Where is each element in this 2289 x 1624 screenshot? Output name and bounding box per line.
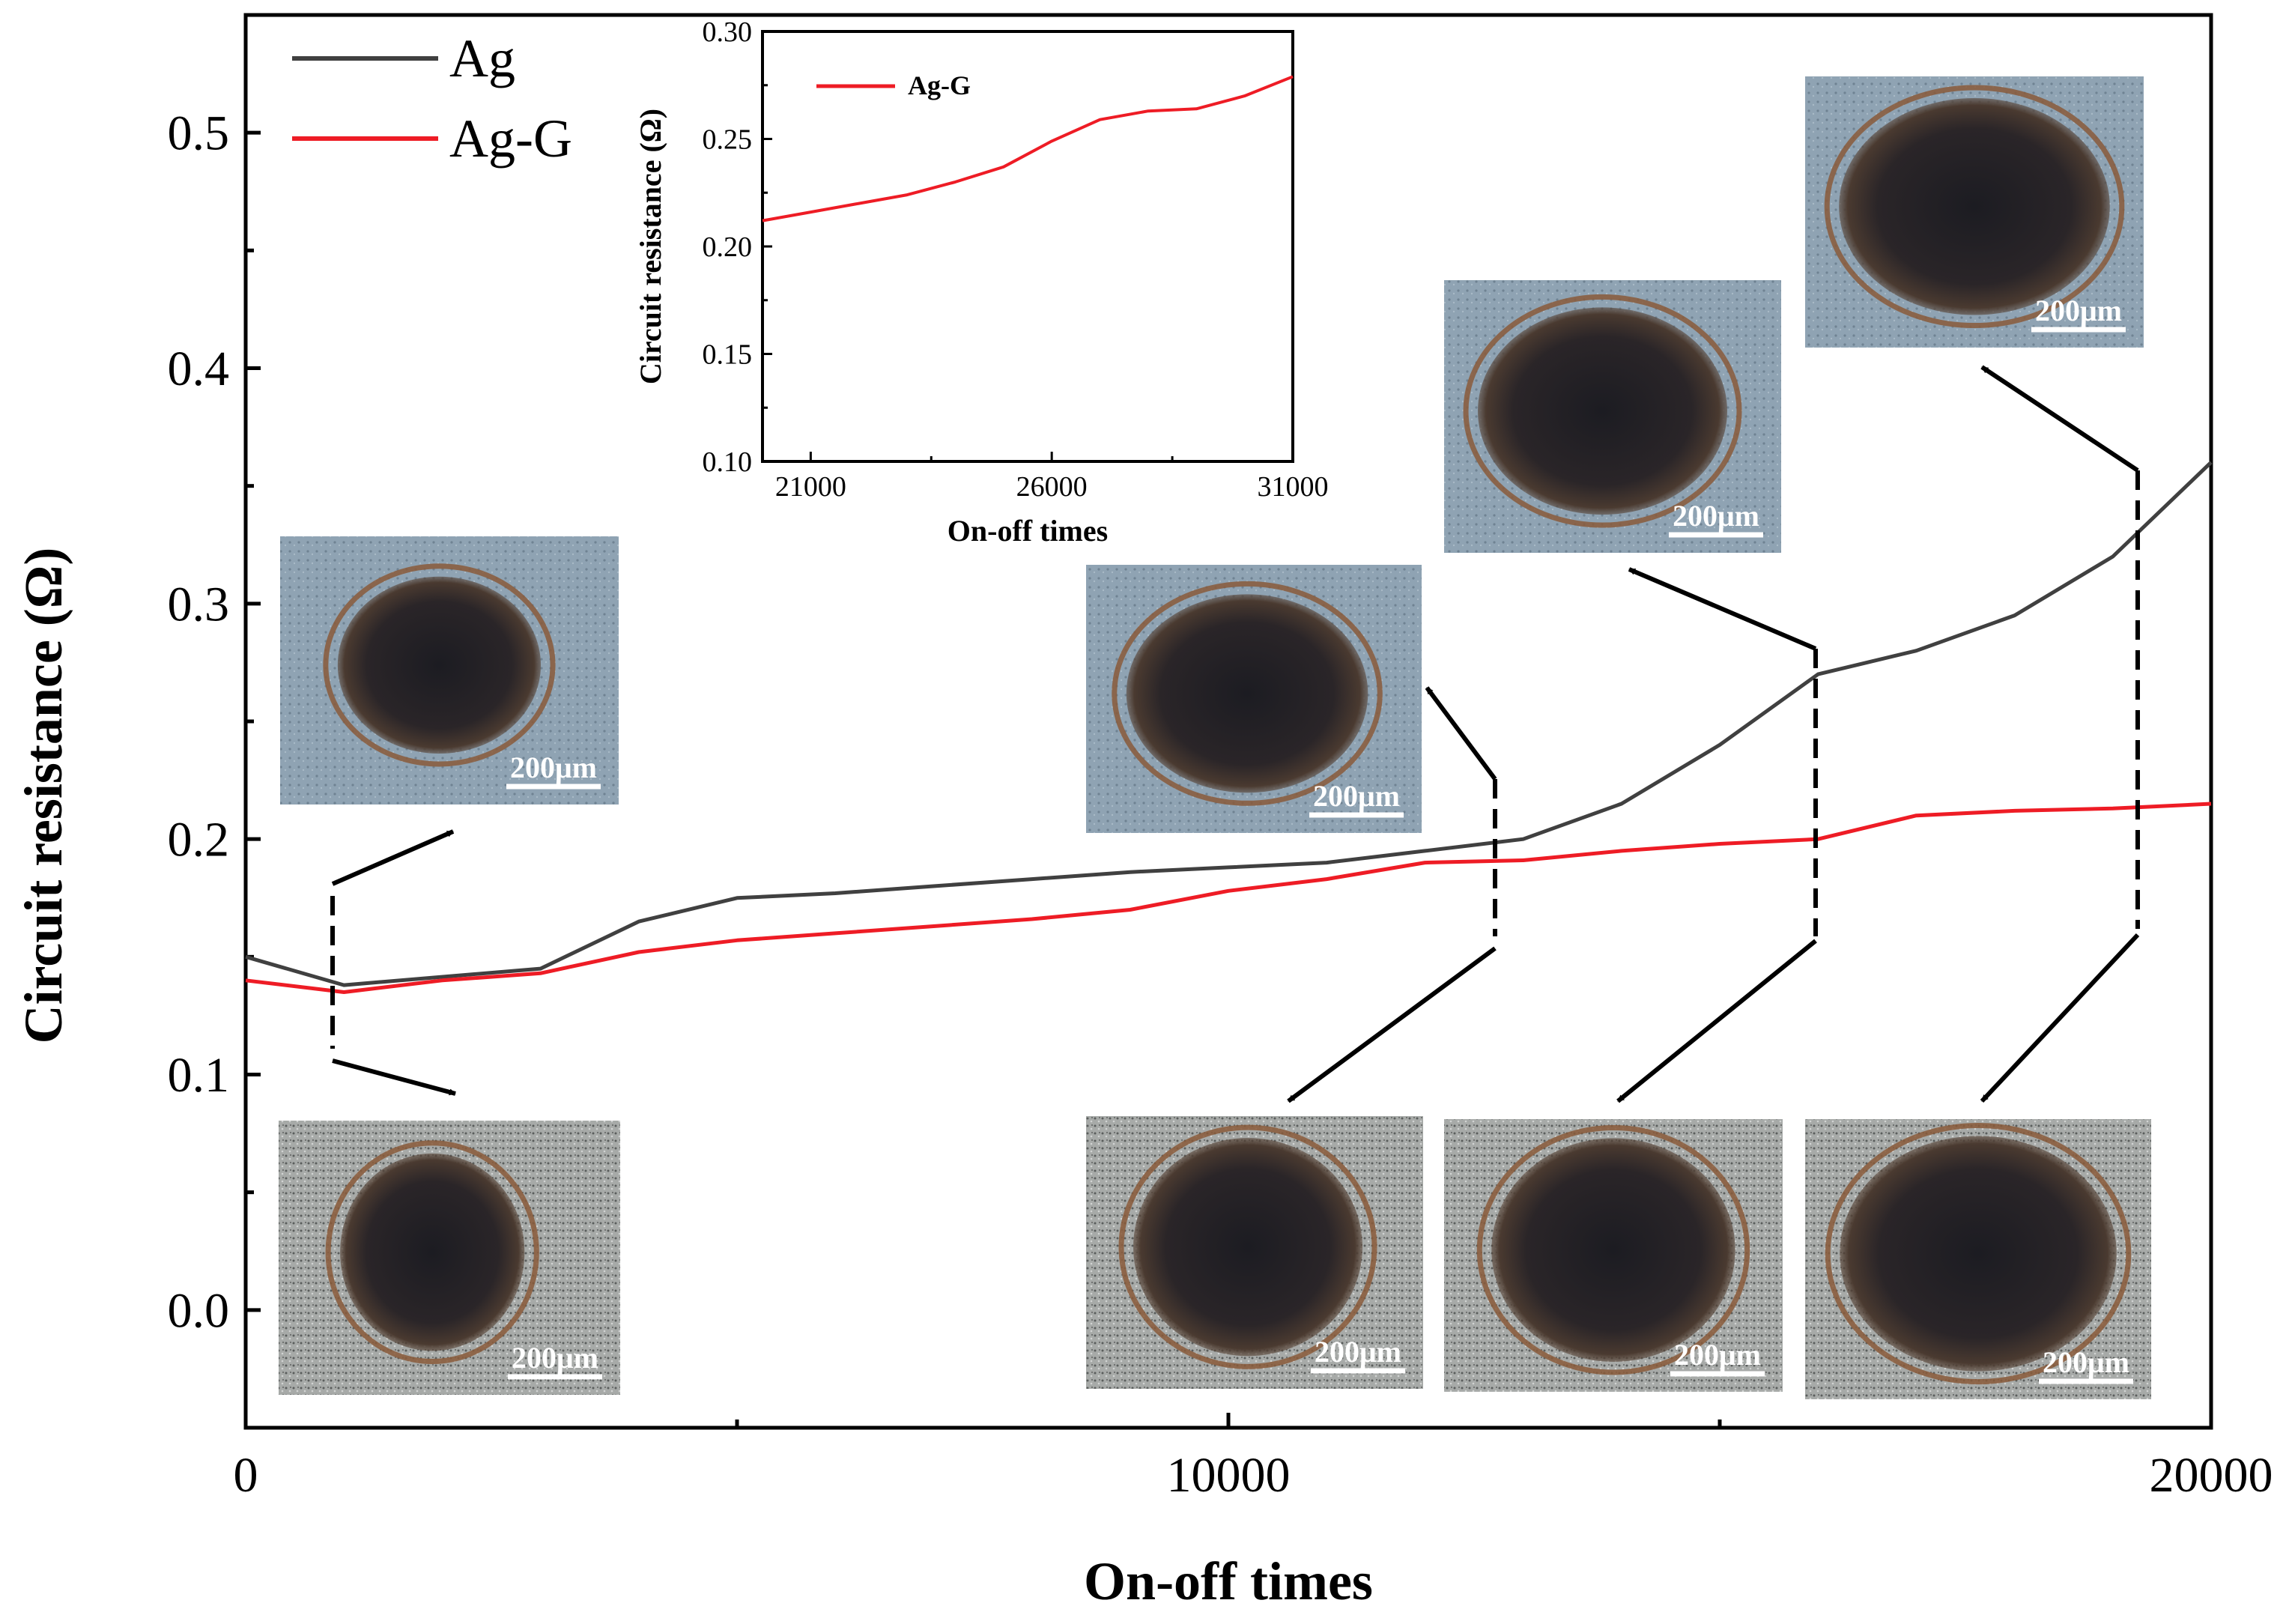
main-x-axis-label: On-off times xyxy=(1084,1551,1373,1611)
micrograph-gallery: 200μm 200μm 200μm 200μm 200μm 200μm 200μm 200μm xyxy=(279,76,2151,1399)
inset-series-lines xyxy=(762,75,1294,222)
main-tick-labels: 0 10000 20000 0.0 0.1 0.2 0.3 0.4 0.5 xyxy=(168,106,2273,1503)
scale-bar-label: 200μm xyxy=(1313,779,1400,813)
micrograph-image: 200μm xyxy=(1805,76,2144,348)
scale-bar-label: 200μm xyxy=(1674,1338,1761,1372)
legend-label-ag: Ag xyxy=(449,28,515,88)
connector-lines xyxy=(330,365,2140,1103)
micrograph-image: 200μm xyxy=(280,536,619,805)
series-line-ag-g xyxy=(245,802,2212,994)
legend-label-ag-g: Ag-G xyxy=(449,109,572,169)
y-tick-label: 0.2 xyxy=(168,813,230,867)
micrograph-image: 200μm xyxy=(1805,1119,2151,1399)
scale-bar-label: 200μm xyxy=(2035,294,2122,327)
series-line-ag-g xyxy=(762,75,1294,222)
pointer-arrow xyxy=(1980,365,2139,473)
x-tick-label: 31000 xyxy=(1258,471,1329,503)
oxidation-ring xyxy=(323,563,556,767)
oxidation-ring xyxy=(1118,1124,1377,1369)
x-tick-label: 20000 xyxy=(2150,1448,2273,1503)
y-tick-label: 0.3 xyxy=(168,577,230,631)
series-line-ag xyxy=(245,461,2213,987)
inset-x-axis-label: On-off times xyxy=(948,514,1108,548)
pointer-arrow xyxy=(331,829,455,886)
micrograph-image: 200μm xyxy=(1444,1119,1783,1392)
inset-axis-ticks xyxy=(763,30,1294,463)
arc-erosion-spot xyxy=(340,1153,525,1351)
inset-plot-frame xyxy=(761,30,1294,463)
micrograph-image: 200μm xyxy=(1086,565,1422,833)
scale-bar-label: 200μm xyxy=(1315,1335,1401,1369)
y-tick-label: 0.30 xyxy=(703,16,753,48)
main-series-lines xyxy=(245,461,2213,994)
arc-erosion-spot xyxy=(1839,97,2110,315)
y-tick-label: 0.25 xyxy=(703,124,753,155)
oxidation-ring xyxy=(1112,581,1383,806)
arc-erosion-spot xyxy=(1126,594,1368,793)
y-tick-label: 0.0 xyxy=(168,1283,230,1338)
main-axis-ticks xyxy=(243,130,2213,1428)
y-tick-label: 0.1 xyxy=(168,1048,230,1103)
scale-bar-label: 200μm xyxy=(512,1341,598,1375)
scale-bar-label: 200μm xyxy=(510,751,597,784)
pointer-arrow xyxy=(332,1058,456,1096)
micrograph-image: 200μm xyxy=(279,1121,620,1395)
y-tick-label: 0.20 xyxy=(703,231,753,263)
x-tick-label: 26000 xyxy=(1016,471,1088,503)
y-tick-label: 0.5 xyxy=(168,106,230,161)
arc-erosion-spot xyxy=(1840,1136,2117,1372)
pointer-arrow xyxy=(1628,567,1817,651)
micrograph-image: 200μm xyxy=(1444,280,1781,553)
inset-chart: 21000 26000 31000 0.10 0.15 0.20 0.25 0.30 Ag-G… xyxy=(634,16,1329,548)
x-tick-label: 21000 xyxy=(775,471,846,503)
arc-erosion-spot xyxy=(1491,1138,1735,1362)
scale-bar-label: 200μm xyxy=(1673,499,1759,533)
y-tick-label: 0.15 xyxy=(703,339,753,370)
x-tick-label: 10000 xyxy=(1167,1448,1291,1503)
y-tick-label: 0.4 xyxy=(168,342,230,396)
oxidation-ring xyxy=(1825,1122,2132,1385)
arc-erosion-spot xyxy=(1478,307,1727,515)
pointer-arrow xyxy=(1287,946,1497,1103)
main-y-axis-label: Circuit resistance (Ω) xyxy=(13,548,73,1044)
inset-legend-label-ag-g: Ag-G xyxy=(908,70,971,100)
pointer-arrow xyxy=(1616,939,1817,1103)
scale-bar-label: 200μm xyxy=(2043,1345,2129,1379)
main-legend: Ag Ag-G xyxy=(292,28,572,169)
y-tick-label: 0.10 xyxy=(703,446,753,478)
arc-erosion-spot xyxy=(337,576,542,754)
oxidation-ring xyxy=(1824,85,2125,329)
pointer-arrow xyxy=(1980,933,2140,1103)
pointer-arrow xyxy=(1425,686,1497,781)
inset-tick-labels: 21000 26000 31000 0.10 0.15 0.20 0.25 0.30 xyxy=(703,16,1329,503)
oxidation-ring xyxy=(325,1140,539,1364)
oxidation-ring xyxy=(1476,1124,1750,1375)
inset-y-axis-label: Circuit resistance (Ω) xyxy=(634,109,667,384)
arc-erosion-spot xyxy=(1133,1138,1362,1357)
oxidation-ring xyxy=(1463,294,1742,528)
x-tick-label: 0 xyxy=(234,1448,258,1503)
micrograph-image: 200μm xyxy=(1086,1116,1423,1389)
